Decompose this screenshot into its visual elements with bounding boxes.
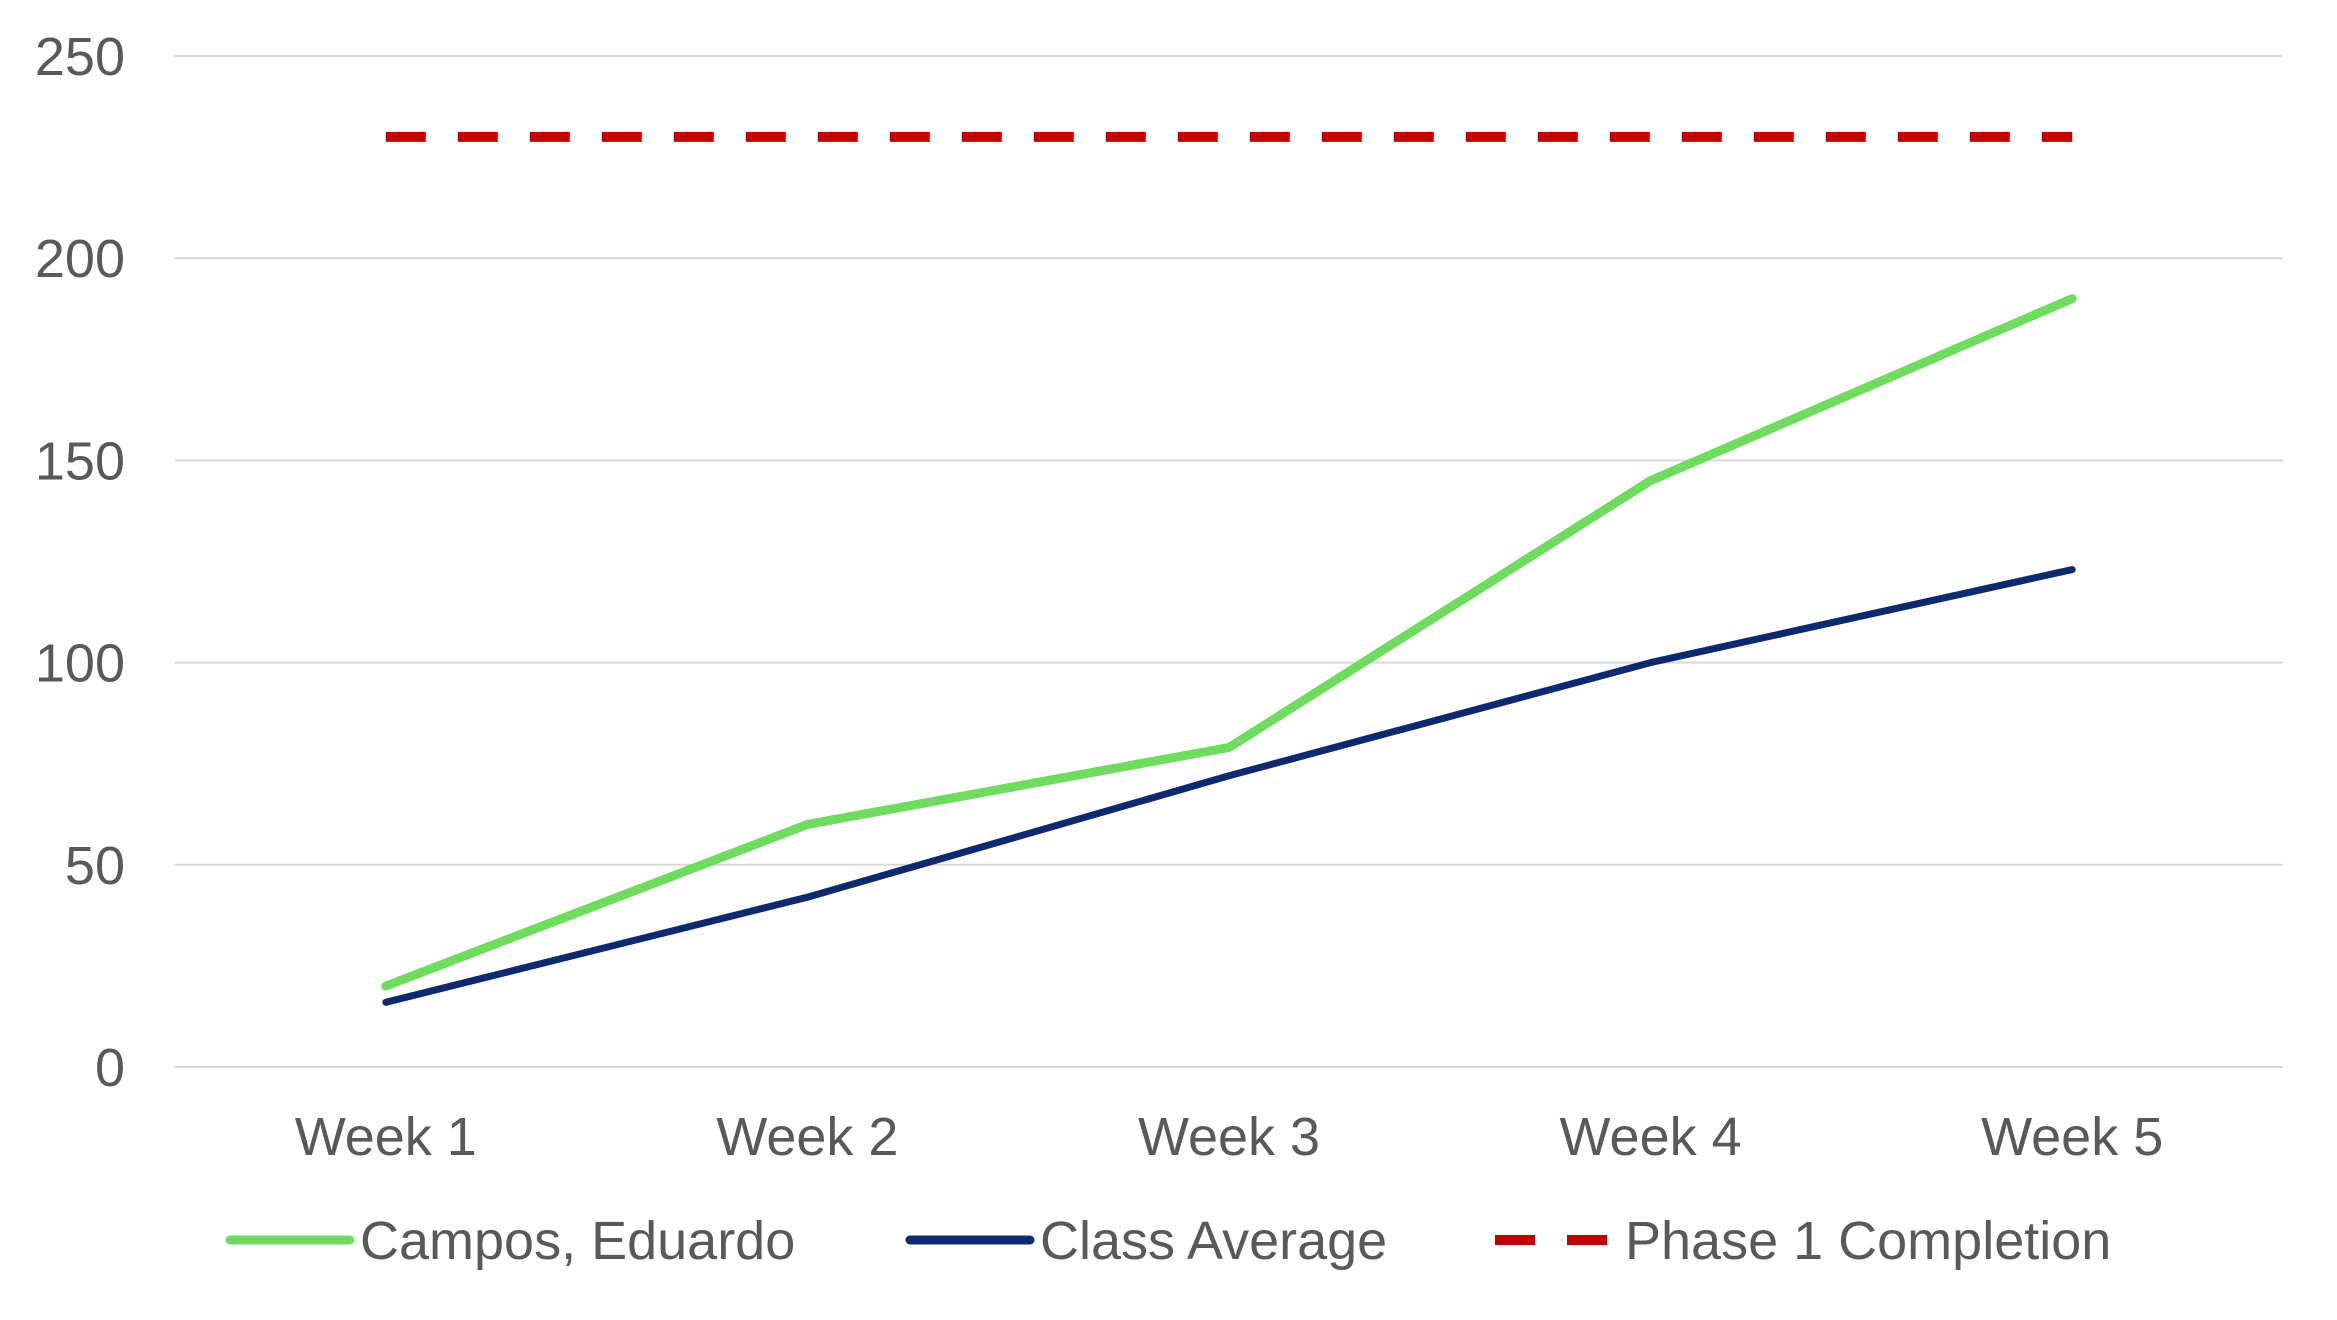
legend: Campos, Eduardo Class Average Phase 1 Comp… (225, 1211, 2111, 1271)
legend-item-1: Campos, Eduardo (225, 1211, 795, 1271)
y-tick-label: 50 (65, 836, 125, 896)
legend-item-3: Phase 1 Completion (1495, 1211, 2111, 1271)
legend-label: Campos, Eduardo (360, 1211, 795, 1271)
gridlines (175, 55, 2283, 1068)
x-axis-tick-labels: Week 1 Week 2 Week 3 Week 4 Week 5 (295, 1107, 2163, 1167)
y-tick-label: 200 (35, 229, 125, 289)
y-axis-tick-labels: 0 50 100 150 200 250 (35, 27, 125, 1098)
series-lines (381, 131, 2077, 1006)
y-tick-label: 0 (95, 1038, 125, 1098)
y-tick-label: 150 (35, 431, 125, 491)
y-tick-label: 100 (35, 634, 125, 694)
x-tick-label: Week 5 (1981, 1107, 2163, 1167)
x-tick-label: Week 3 (1138, 1107, 1320, 1167)
legend-label: Class Average (1040, 1211, 1387, 1271)
series-line-2 (382, 566, 2076, 1006)
legend-label: Phase 1 Completion (1625, 1211, 2111, 1271)
x-tick-label: Week 2 (716, 1107, 898, 1167)
legend-item-2: Class Average (905, 1211, 1387, 1271)
x-tick-label: Week 1 (295, 1107, 477, 1167)
y-tick-label: 250 (35, 27, 125, 87)
x-tick-label: Week 4 (1560, 1107, 1742, 1167)
series-line-1 (381, 294, 2077, 991)
